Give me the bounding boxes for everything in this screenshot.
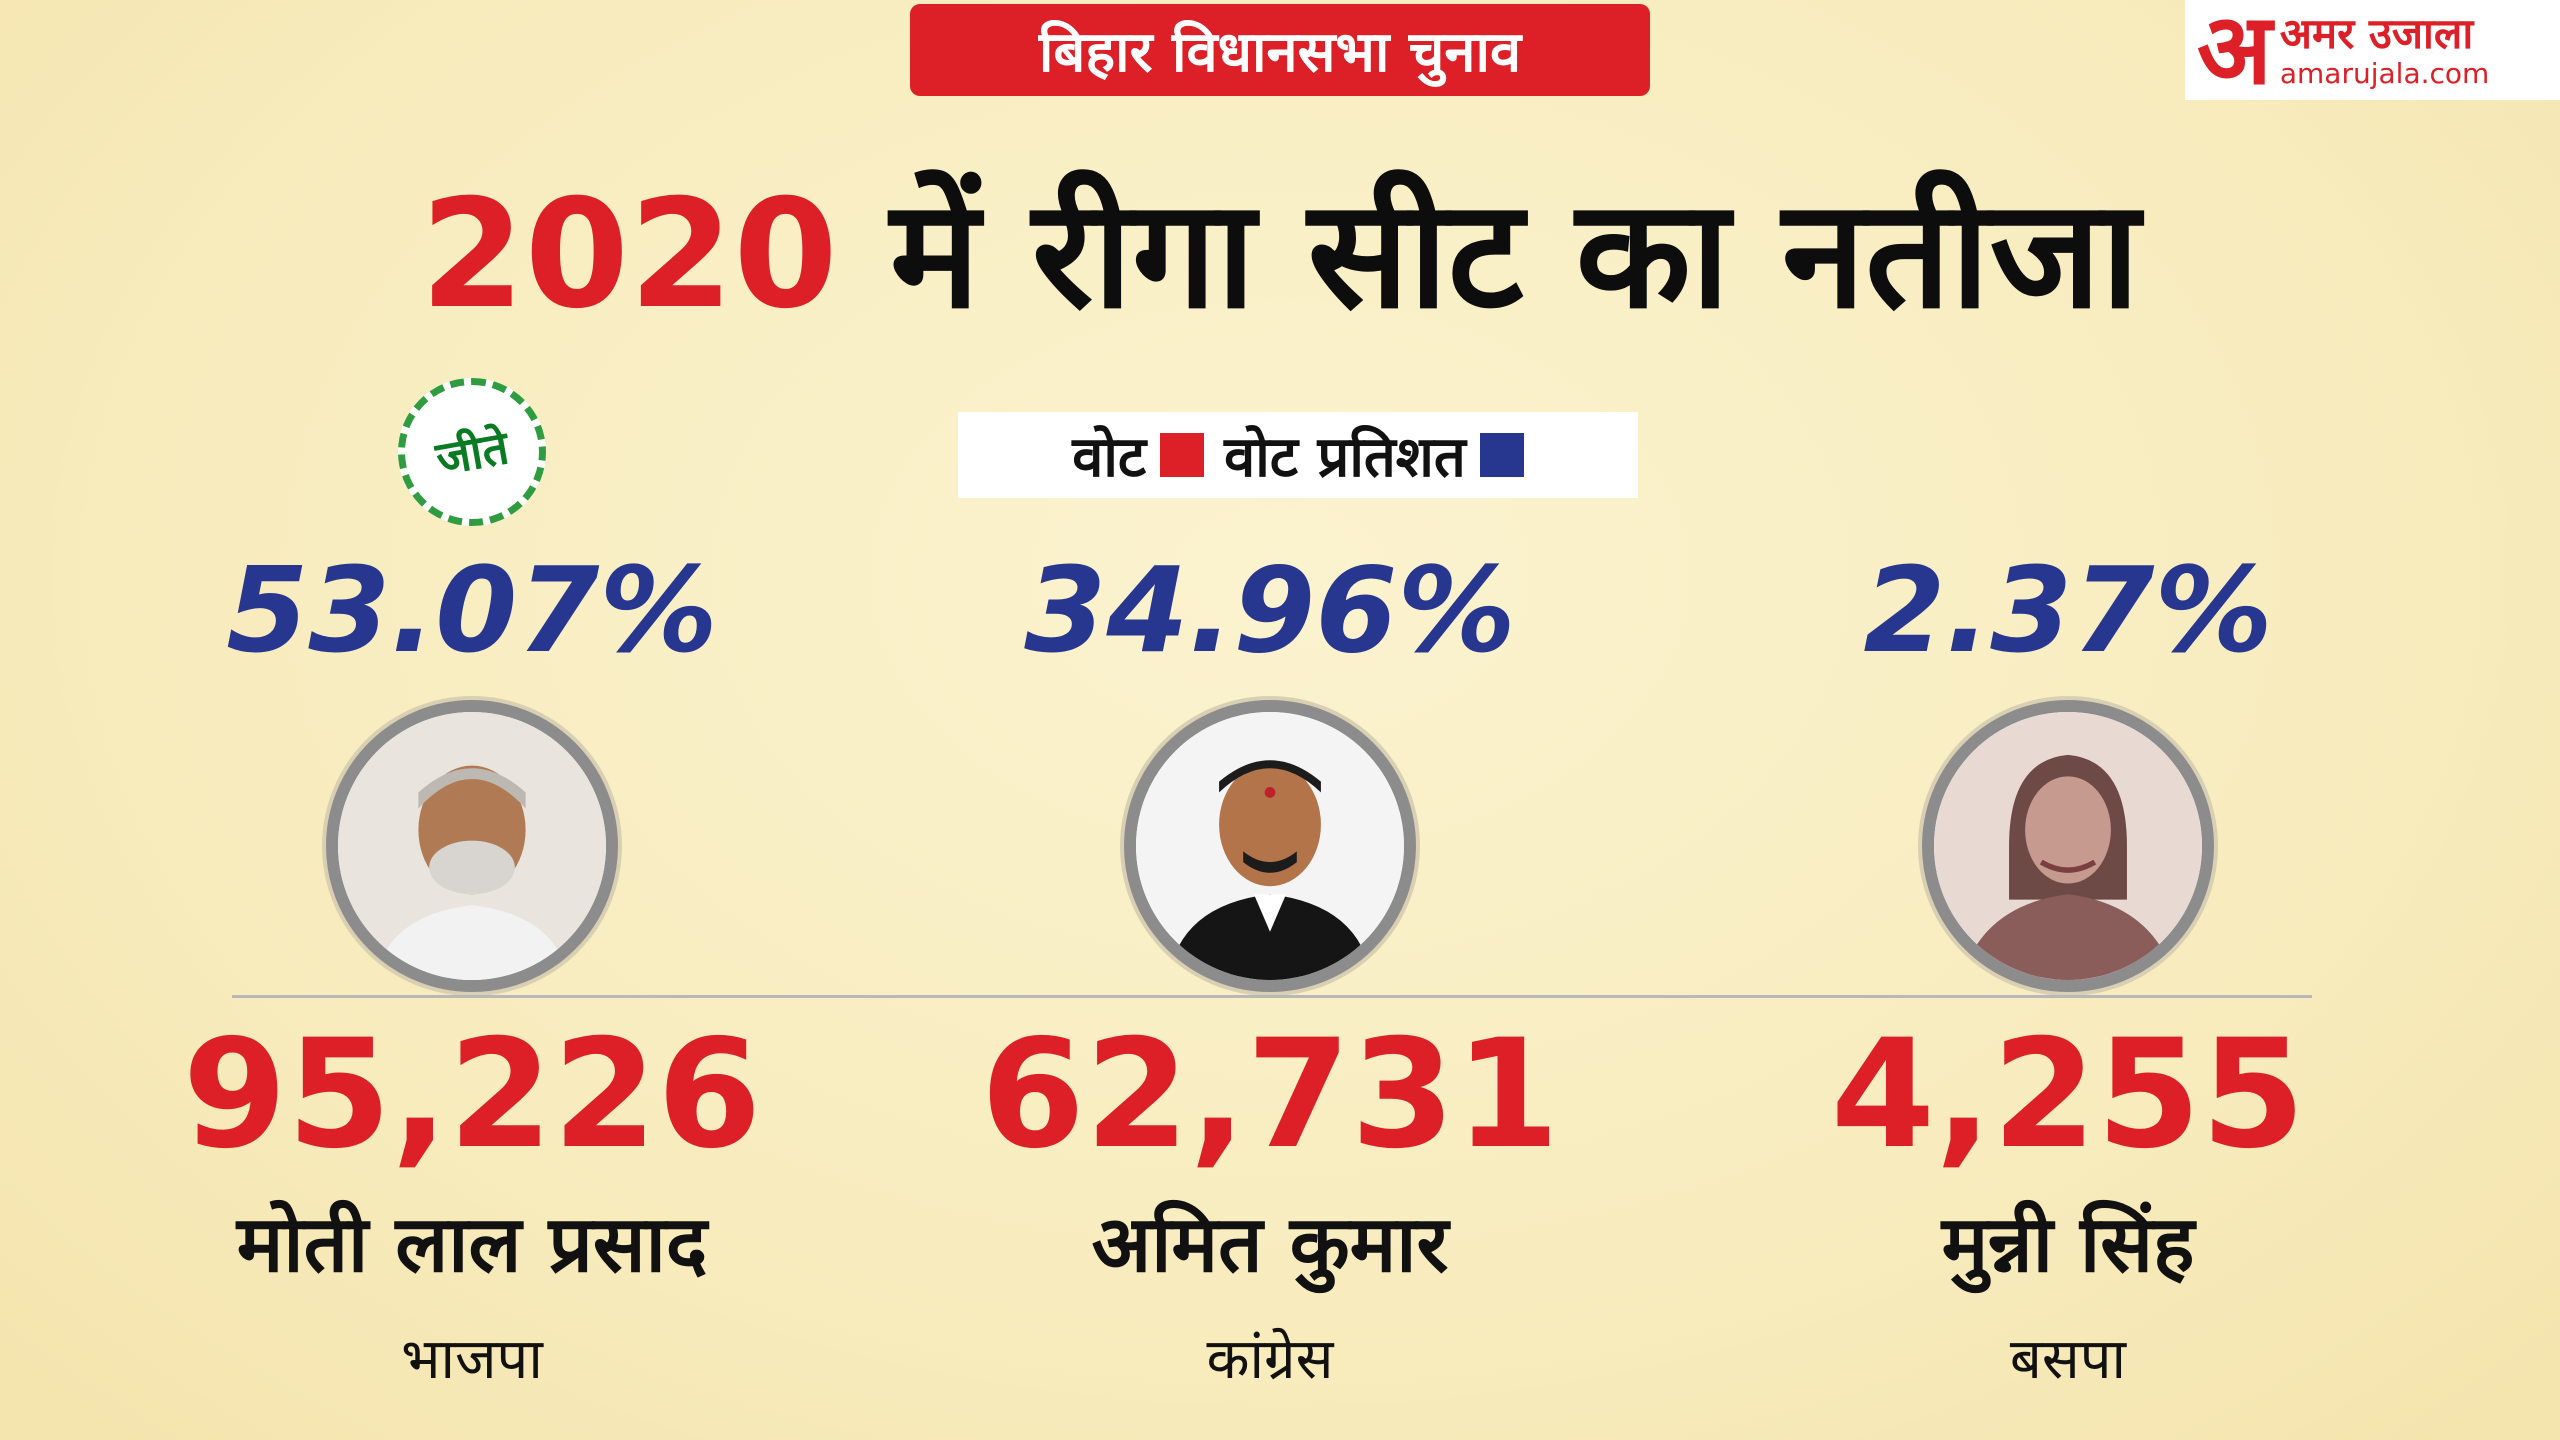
legend-votes-label: वोट <box>1072 425 1147 490</box>
legend-item-votes: वोट <box>1072 417 1205 493</box>
candidate-photo <box>326 700 618 992</box>
candidate-party: बसपा <box>2009 1327 2127 1392</box>
candidate-photo <box>1922 700 2214 992</box>
candidate-photo <box>1124 700 1416 992</box>
winner-seal: जीते <box>398 378 546 526</box>
header-badge: बिहार विधानसभा चुनाव <box>910 4 1650 96</box>
candidate-card-2: 34.96% <box>870 540 1670 992</box>
page-title: 2020 में रीगा सीट का नतीजा <box>0 165 2560 345</box>
legend: वोट वोट प्रतिशत <box>958 412 1638 498</box>
title-rest: में रीगा सीट का नतीजा <box>837 168 2140 342</box>
logo-english: amarujala.com <box>2279 57 2490 90</box>
candidate-name: अमित कुमार <box>1091 1200 1449 1290</box>
candidate-card-3: 2.37% <box>1668 540 2468 992</box>
amarujala-logo[interactable]: अ अमर उजाला amarujala.com <box>2185 0 2560 100</box>
legend-percent-label: वोट प्रतिशत <box>1224 425 1466 490</box>
legend-item-percent: वोट प्रतिशत <box>1224 417 1524 493</box>
candidate-party: कांग्रेस <box>1206 1327 1334 1392</box>
logo-glyph: अ <box>2197 0 2272 107</box>
person-portrait-icon <box>1136 712 1404 980</box>
header-badge-text: बिहार विधानसभा चुनाव <box>1038 20 1522 85</box>
logo-hindi: अमर उजाला <box>2279 9 2474 58</box>
candidate-percent: 53.07% <box>226 541 718 679</box>
divider-line <box>232 995 2312 998</box>
candidate-votes: 4,255 <box>1830 1008 2306 1182</box>
winner-seal-text: जीते <box>431 420 513 486</box>
title-year: 2020 <box>420 168 838 342</box>
candidate-percent: 34.96% <box>1024 541 1516 679</box>
candidate-name: मुन्नी सिंह <box>1941 1200 2195 1290</box>
person-portrait-icon <box>1934 712 2202 980</box>
candidate-party: भाजपा <box>401 1327 543 1392</box>
person-portrait-icon <box>338 712 606 980</box>
candidate-card-1: 53.07% <box>72 540 872 992</box>
candidate-name: मोती लाल प्रसाद <box>236 1200 708 1290</box>
candidate-votes: 95,226 <box>182 1008 762 1182</box>
legend-votes-swatch <box>1160 433 1205 477</box>
legend-percent-swatch <box>1479 433 1524 477</box>
candidate-votes: 62,731 <box>980 1008 1560 1182</box>
candidate-percent: 2.37% <box>1863 541 2273 679</box>
